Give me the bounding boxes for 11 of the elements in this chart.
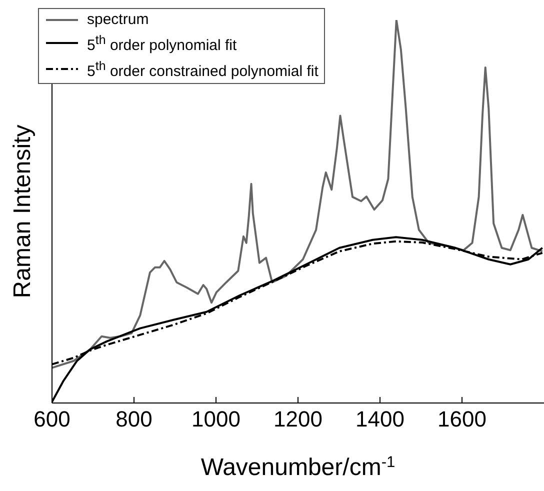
x-axis-title: Wavenumber/cm$^{-1}$ bbox=[200, 454, 396, 481]
x-tick-label: 1000 bbox=[192, 406, 240, 432]
legend-label: spectrum bbox=[87, 10, 149, 30]
y-axis-title: Raman Intensity bbox=[9, 124, 36, 298]
x-tick-label: 800 bbox=[116, 406, 152, 432]
x-tick-label: 600 bbox=[34, 406, 70, 432]
legend-label: 5$^{th}$ order constrained polynomial fit bbox=[87, 58, 318, 82]
legend-label: 5$^{th}$ order polynomial fit bbox=[87, 32, 237, 56]
x-tick-label: 1400 bbox=[356, 406, 404, 432]
x-tick-label: 1200 bbox=[274, 406, 322, 432]
x-tick-label: 1600 bbox=[438, 406, 486, 432]
